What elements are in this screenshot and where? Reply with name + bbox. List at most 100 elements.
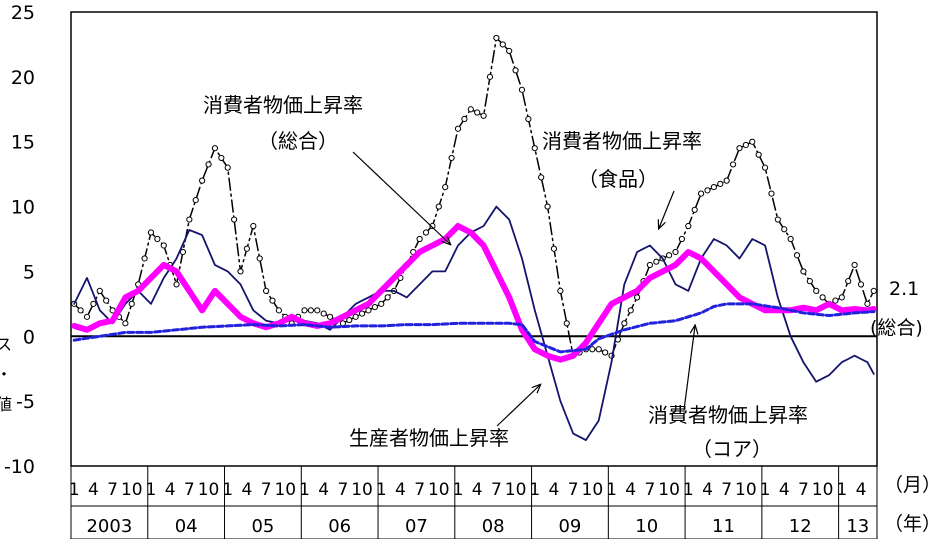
month-tick-label: 7	[721, 480, 732, 500]
data-point	[218, 154, 225, 162]
data-point	[186, 216, 193, 223]
month-tick-label: 1	[376, 480, 387, 500]
data-point	[717, 180, 724, 187]
data-point	[416, 235, 423, 243]
year-label: 05	[251, 516, 274, 537]
data-point	[122, 320, 129, 327]
data-point	[77, 307, 84, 314]
month-tick-label: 1	[760, 480, 771, 500]
data-point	[224, 164, 231, 171]
data-point	[448, 154, 455, 162]
year-label: 08	[482, 516, 505, 537]
data-point	[697, 190, 705, 197]
month-tick-label: 4	[395, 480, 406, 500]
y-tick-label: 25	[11, 2, 35, 24]
series-line-3	[72, 302, 876, 354]
data-point	[243, 245, 251, 252]
y-tick-label: -10	[4, 456, 35, 478]
data-point	[275, 307, 282, 314]
data-point	[160, 242, 167, 249]
data-point	[691, 206, 698, 213]
data-point	[710, 184, 717, 191]
month-tick-label: 10	[351, 480, 373, 500]
data-point	[378, 300, 385, 307]
data-point	[761, 164, 769, 171]
data-point	[192, 196, 199, 204]
data-point	[518, 86, 526, 93]
month-tick-label: 4	[165, 480, 176, 500]
annotation-label: 消費者物価上昇率	[542, 129, 702, 153]
data-point	[435, 203, 442, 210]
data-point	[525, 115, 532, 123]
clipped-side-text: ガス・	[0, 365, 12, 384]
month-tick-label: 10	[274, 480, 296, 500]
data-point	[845, 278, 852, 285]
data-point	[723, 177, 730, 184]
data-point	[531, 145, 538, 152]
annotation-sublabel: （総合）	[258, 129, 338, 153]
data-point	[506, 47, 513, 55]
series-line-0	[73, 205, 875, 442]
data-point	[211, 145, 219, 152]
data-point	[467, 106, 474, 113]
month-tick-label: 7	[107, 480, 118, 500]
clipped-side-text: 値	[0, 395, 12, 414]
data-point	[787, 235, 794, 243]
data-point	[550, 245, 558, 252]
month-tick-label: 1	[683, 480, 694, 500]
data-point	[595, 346, 602, 353]
data-point	[838, 294, 845, 301]
data-point	[864, 300, 871, 307]
month-tick-label: 10	[658, 480, 680, 500]
annotation-label: 生産者物価上昇率	[349, 426, 509, 450]
y-tick-label: 10	[11, 197, 35, 219]
data-point	[870, 287, 877, 294]
data-point	[173, 281, 180, 288]
month-tick-label: 7	[414, 480, 425, 500]
data-point	[263, 287, 270, 294]
month-tick-label: 10	[428, 480, 450, 500]
year-label: 10	[635, 516, 658, 537]
annotation-label: 消費者物価上昇率	[648, 403, 808, 427]
month-tick-label: 4	[241, 480, 252, 500]
data-point	[422, 229, 430, 236]
data-point	[83, 313, 91, 320]
y-tick-label: 0	[23, 326, 35, 348]
clipped-side-text: ス	[0, 335, 12, 354]
month-tick-label: 7	[644, 480, 655, 500]
annotation-sublabel: （コア）	[692, 437, 772, 461]
month-tick-label: 7	[798, 480, 809, 500]
month-tick-label: 4	[88, 480, 99, 500]
annotation-label: 消費者物価上昇率	[203, 93, 363, 117]
data-point	[627, 307, 634, 314]
y-tick-label: -5	[16, 391, 35, 413]
data-point	[755, 151, 762, 158]
annotation-arrow	[352, 151, 450, 244]
series-layer	[71, 34, 877, 442]
data-point	[499, 41, 506, 48]
data-point	[774, 216, 781, 223]
year-label: 09	[558, 516, 581, 537]
data-point	[231, 216, 238, 223]
year-label: 06	[328, 516, 351, 537]
data-point	[307, 307, 314, 314]
month-tick-label: 10	[582, 480, 604, 500]
month-tick-label: 10	[735, 480, 757, 500]
data-point	[729, 161, 737, 168]
data-point	[666, 252, 673, 259]
data-point	[474, 109, 481, 116]
month-tick-label: 4	[779, 480, 790, 500]
year-axis-frame	[70, 505, 878, 539]
data-point	[358, 310, 366, 317]
data-point	[154, 235, 161, 243]
data-point	[320, 310, 327, 317]
annotation-sublabel: （食品）	[578, 167, 658, 191]
data-point	[793, 252, 801, 259]
data-point	[781, 226, 788, 233]
year-label: 13	[846, 516, 869, 537]
data-point	[685, 222, 692, 230]
data-point	[429, 222, 436, 230]
annotation-arrow	[659, 190, 675, 228]
month-tick-label: 1	[529, 480, 540, 500]
data-point	[749, 138, 756, 145]
